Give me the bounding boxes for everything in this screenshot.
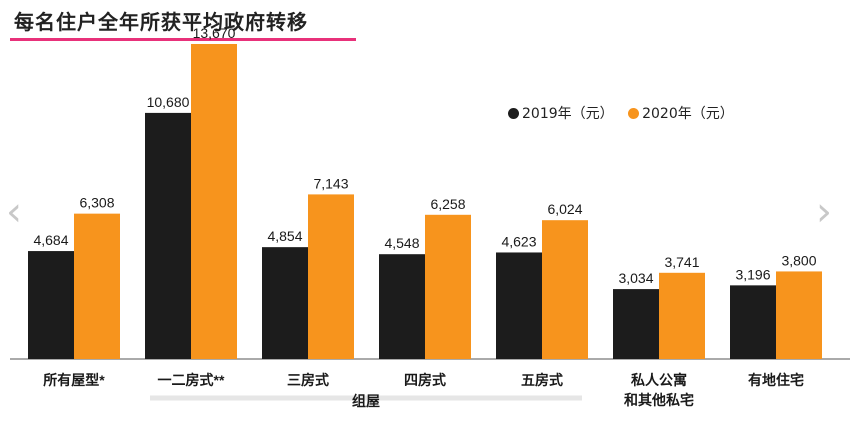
data-label-2019-6: 3,196: [735, 266, 770, 282]
bar-2019-4: [496, 252, 542, 359]
chevron-right-icon[interactable]: ›: [816, 189, 832, 235]
data-label-2020-2: 7,143: [313, 175, 348, 191]
bar-2020-2: [308, 194, 354, 359]
legend-swatch-2019: [508, 107, 519, 119]
bar-2019-5: [613, 289, 659, 359]
category-label-2: 三房式: [287, 372, 329, 388]
category-label-3: 四房式: [404, 372, 446, 388]
bar-2020-1: [191, 44, 237, 359]
legend-label-2020: 2020年（元）: [642, 106, 734, 122]
bar-2019-1: [145, 112, 191, 359]
legend-item-2020: 2020年（元）: [628, 103, 734, 123]
group-label: 组屋: [352, 393, 380, 409]
bar-2020-4: [542, 220, 588, 359]
legend-item-2019: 2019年（元）: [508, 103, 614, 123]
category-label-4: 五房式: [521, 372, 563, 388]
category-label-5-line1: 和其他私宅: [624, 392, 694, 408]
data-label-2019-3: 4,548: [384, 235, 419, 251]
category-label-0: 所有屋型*: [43, 372, 105, 388]
bar-2020-6: [776, 271, 822, 359]
data-label-2020-0: 6,308: [79, 195, 114, 211]
legend-swatch-2020: [628, 107, 640, 119]
data-label-2020-1: 13,670: [193, 25, 236, 41]
bar-2019-2: [262, 247, 308, 359]
legend-label-2019: 2019年（元）: [522, 106, 614, 122]
data-label-2020-5: 3,741: [664, 254, 699, 270]
category-label-1: 一二房式**: [158, 372, 225, 388]
data-label-2020-6: 3,800: [781, 252, 816, 268]
bar-2020-3: [425, 214, 471, 359]
data-label-2019-0: 4,684: [33, 232, 68, 248]
data-label-2019-5: 3,034: [618, 270, 653, 286]
data-label-2019-1: 10,680: [147, 94, 190, 110]
bar-2020-0: [74, 213, 120, 359]
title-underline: [10, 38, 356, 41]
chevron-left-icon[interactable]: ‹: [6, 189, 22, 235]
category-label-5-line0: 私人公寓: [631, 372, 687, 388]
bar-2019-3: [379, 254, 425, 359]
data-label-2019-2: 4,854: [267, 228, 302, 244]
data-label-2020-3: 6,258: [430, 196, 465, 212]
bar-2020-5: [659, 272, 705, 359]
chart-legend: 2019年（元） 2020年（元）: [508, 103, 744, 123]
bar-2019-6: [730, 285, 776, 359]
category-label-6: 有地住宅: [748, 372, 804, 388]
data-label-2020-4: 6,024: [547, 201, 582, 217]
data-label-2019-4: 4,623: [501, 233, 536, 249]
chart-title: 每名住户全年所获平均政府转移: [14, 10, 308, 34]
bar-2019-0: [28, 251, 74, 359]
